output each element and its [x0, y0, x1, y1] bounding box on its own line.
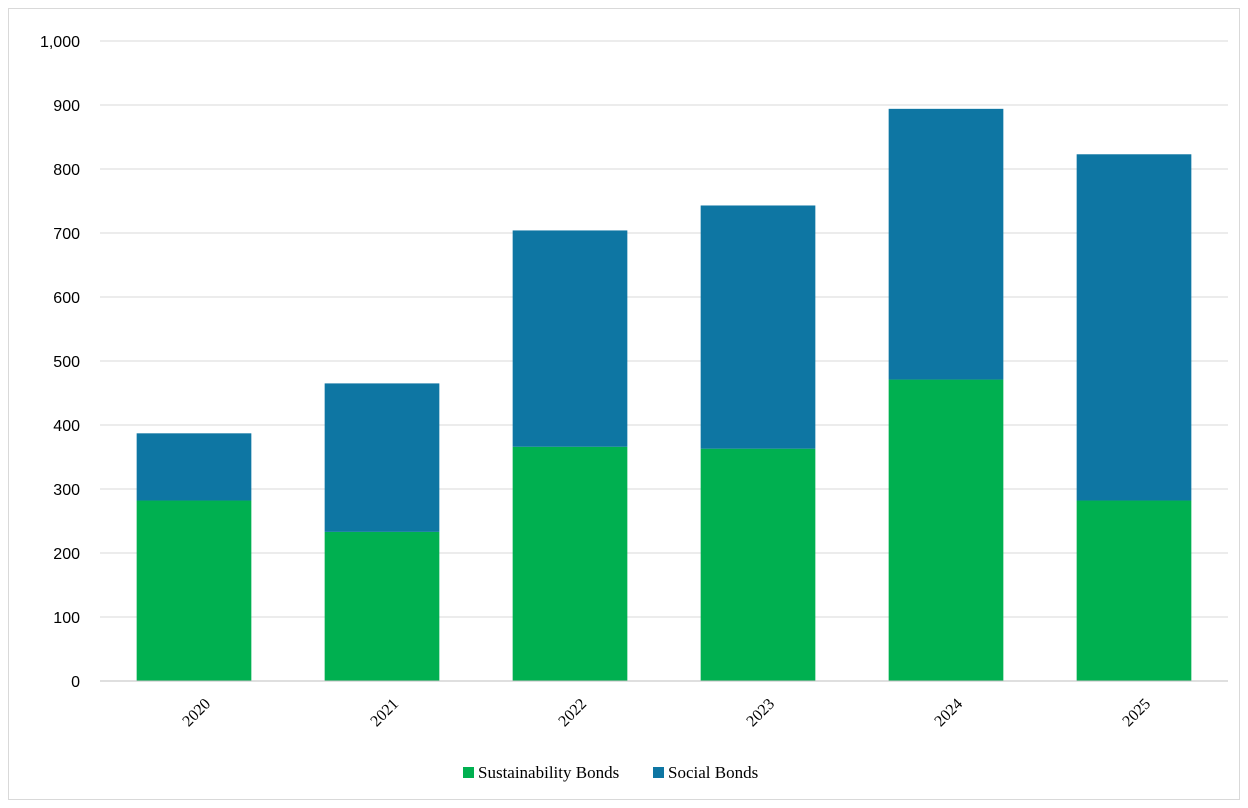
y-tick-label: 0	[71, 674, 80, 691]
bar-segment-sustainability-2025	[1077, 501, 1192, 681]
x-axis: 2020 2021 2022 2023 2024 2025	[100, 681, 1228, 730]
legend-swatch	[463, 767, 474, 778]
y-tick-label: 600	[53, 290, 80, 307]
y-tick-label: 500	[53, 354, 80, 371]
bar-segment-social-2022	[513, 230, 628, 446]
legend: Sustainability Bonds Social Bonds	[463, 763, 758, 782]
y-tick-label: 100	[53, 610, 80, 627]
x-tick-label: 2024	[931, 695, 966, 730]
legend-label: Social Bonds	[668, 763, 758, 782]
bar-segment-sustainability-2023	[701, 449, 816, 681]
bar-segment-sustainability-2020	[137, 501, 252, 681]
y-axis: 0 100 200 300 400 500 600 700 800 900 1,000	[40, 34, 80, 691]
bar-segment-social-2023	[701, 205, 816, 448]
legend-swatch	[653, 767, 664, 778]
y-tick-label: 800	[53, 162, 80, 179]
y-tick-label: 1,000	[40, 34, 80, 51]
y-tick-label: 900	[53, 98, 80, 115]
legend-label: Sustainability Bonds	[478, 763, 619, 782]
bar-segment-social-2024	[889, 109, 1004, 380]
x-tick-label: 2021	[367, 695, 402, 730]
bar-segment-sustainability-2024	[889, 380, 1004, 681]
bars	[137, 109, 1192, 681]
bar-segment-social-2021	[325, 383, 440, 531]
gridlines	[100, 41, 1228, 681]
x-tick-label: 2020	[179, 695, 214, 730]
bar-segment-sustainability-2022	[513, 447, 628, 681]
y-tick-label: 400	[53, 418, 80, 435]
y-tick-label: 300	[53, 482, 80, 499]
x-tick-label: 2025	[1119, 695, 1154, 730]
bar-segment-social-2025	[1077, 154, 1192, 500]
x-tick-label: 2022	[555, 695, 590, 730]
y-tick-label: 700	[53, 226, 80, 243]
bar-segment-social-2020	[137, 433, 252, 500]
bar-segment-sustainability-2021	[325, 532, 440, 681]
x-tick-label: 2023	[743, 695, 778, 730]
y-tick-label: 200	[53, 546, 80, 563]
